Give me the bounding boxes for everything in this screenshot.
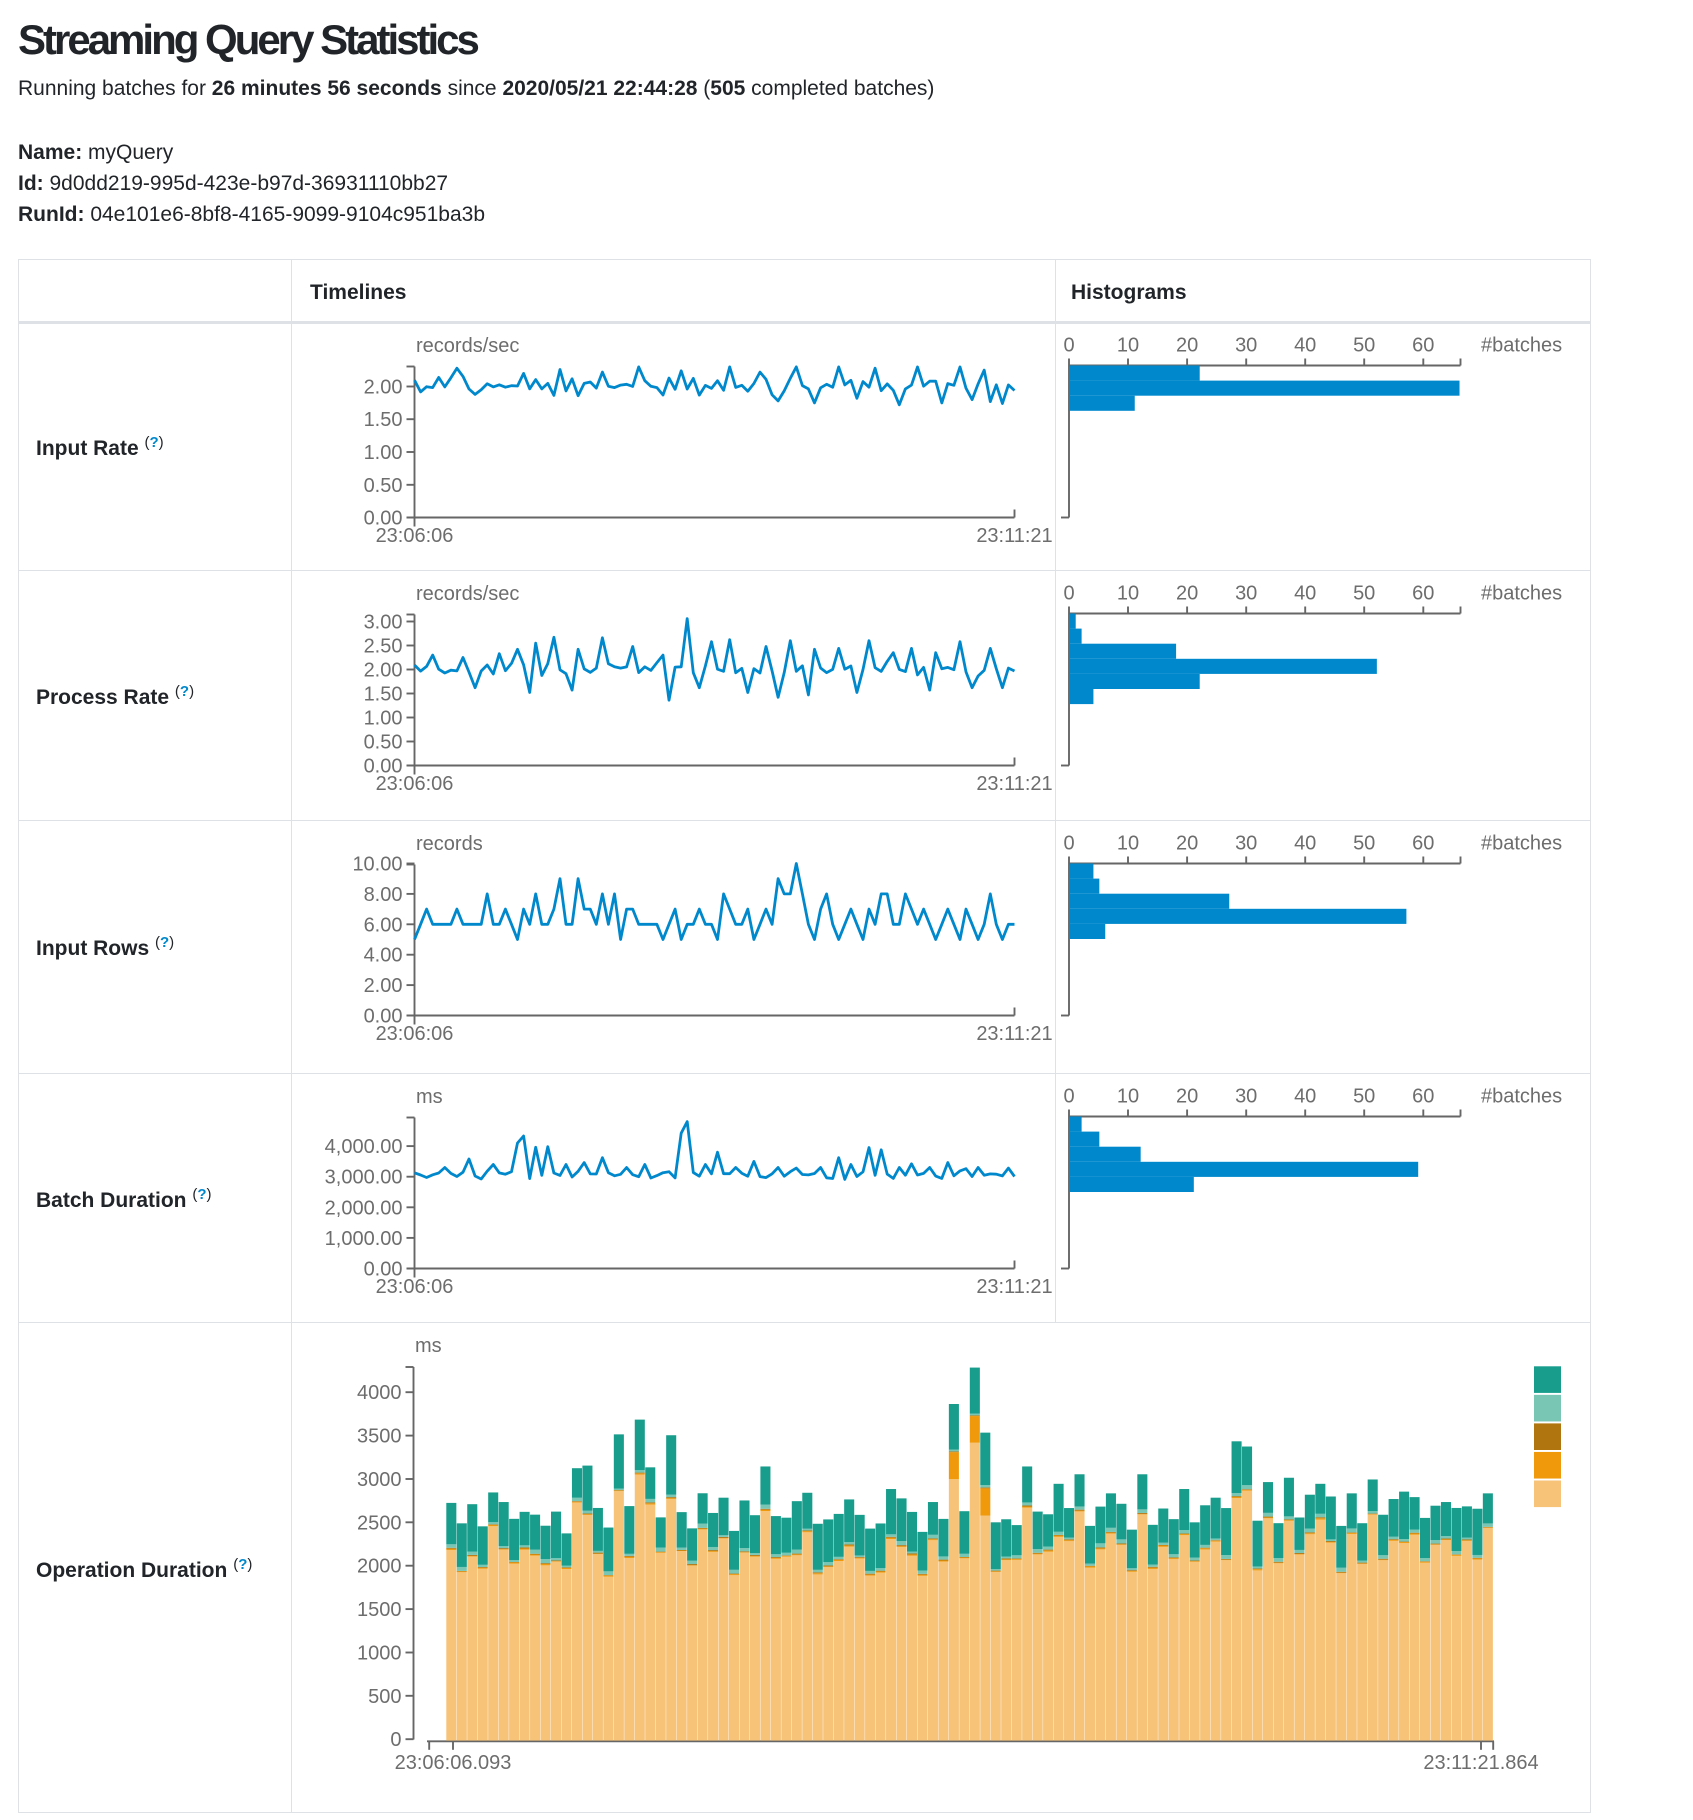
svg-text:2500: 2500 xyxy=(357,1512,402,1534)
svg-text:60: 60 xyxy=(1412,1086,1434,1108)
svg-text:0.00: 0.00 xyxy=(364,508,403,530)
svg-text:0: 0 xyxy=(390,1729,401,1751)
svg-text:0: 0 xyxy=(1063,335,1074,357)
svg-text:23:11:21: 23:11:21 xyxy=(976,1023,1052,1045)
svg-text:10.00: 10.00 xyxy=(352,854,402,876)
svg-text:#batches: #batches xyxy=(1481,335,1562,357)
svg-text:0: 0 xyxy=(1063,833,1074,855)
svg-text:3000: 3000 xyxy=(357,1469,402,1491)
svg-text:#batches: #batches xyxy=(1481,1086,1562,1108)
svg-text:40: 40 xyxy=(1294,1086,1316,1108)
svg-text:0: 0 xyxy=(1063,583,1074,605)
svg-text:ms: ms xyxy=(415,1335,442,1357)
svg-text:50: 50 xyxy=(1353,335,1375,357)
svg-text:1.50: 1.50 xyxy=(364,684,403,706)
svg-text:23:06:06: 23:06:06 xyxy=(376,1023,454,1045)
svg-text:20: 20 xyxy=(1176,335,1198,357)
svg-text:6.00: 6.00 xyxy=(364,914,403,936)
svg-text:30: 30 xyxy=(1235,833,1257,855)
svg-text:23:06:06: 23:06:06 xyxy=(376,1276,454,1298)
svg-text:ms: ms xyxy=(416,1086,443,1108)
svg-text:50: 50 xyxy=(1353,583,1375,605)
svg-text:#batches: #batches xyxy=(1481,583,1562,605)
svg-text:50: 50 xyxy=(1353,833,1375,855)
svg-text:records: records xyxy=(416,833,483,855)
svg-text:50: 50 xyxy=(1353,1086,1375,1108)
svg-text:0.00: 0.00 xyxy=(364,756,403,778)
svg-text:23:11:21: 23:11:21 xyxy=(976,1276,1052,1298)
svg-text:10: 10 xyxy=(1117,583,1139,605)
svg-text:3500: 3500 xyxy=(357,1426,402,1448)
svg-text:40: 40 xyxy=(1294,583,1316,605)
svg-text:3.00: 3.00 xyxy=(364,612,403,634)
svg-text:10: 10 xyxy=(1117,335,1139,357)
svg-text:0.50: 0.50 xyxy=(364,475,403,497)
svg-text:20: 20 xyxy=(1176,1086,1198,1108)
svg-text:10: 10 xyxy=(1117,1086,1139,1108)
svg-text:2.00: 2.00 xyxy=(364,377,403,399)
svg-text:60: 60 xyxy=(1412,583,1434,605)
svg-text:30: 30 xyxy=(1235,1086,1257,1108)
svg-text:#batches: #batches xyxy=(1481,833,1562,855)
svg-text:20: 20 xyxy=(1176,833,1198,855)
svg-text:30: 30 xyxy=(1235,335,1257,357)
svg-text:4000: 4000 xyxy=(357,1382,402,1404)
svg-text:1.50: 1.50 xyxy=(364,409,403,431)
svg-text:500: 500 xyxy=(368,1686,401,1708)
svg-text:2.00: 2.00 xyxy=(364,975,403,997)
svg-text:60: 60 xyxy=(1412,335,1434,357)
svg-text:3,000.00: 3,000.00 xyxy=(325,1167,403,1189)
svg-text:40: 40 xyxy=(1294,335,1316,357)
svg-text:23:06:06: 23:06:06 xyxy=(376,525,454,547)
svg-text:records/sec: records/sec xyxy=(416,335,519,357)
svg-text:1.00: 1.00 xyxy=(364,442,403,464)
svg-text:2000: 2000 xyxy=(357,1556,402,1578)
svg-text:60: 60 xyxy=(1412,833,1434,855)
svg-text:23:11:21.864: 23:11:21.864 xyxy=(1423,1752,1538,1774)
svg-text:0.00: 0.00 xyxy=(364,1006,403,1028)
svg-text:10: 10 xyxy=(1117,833,1139,855)
svg-text:4,000.00: 4,000.00 xyxy=(325,1136,403,1158)
svg-text:1,000.00: 1,000.00 xyxy=(325,1228,403,1250)
svg-text:records/sec: records/sec xyxy=(416,583,519,605)
svg-text:1500: 1500 xyxy=(357,1599,402,1621)
svg-text:20: 20 xyxy=(1176,583,1198,605)
svg-text:23:06:06.093: 23:06:06.093 xyxy=(395,1752,512,1774)
svg-text:4.00: 4.00 xyxy=(364,945,403,967)
svg-text:0.00: 0.00 xyxy=(364,1259,403,1281)
svg-text:2.50: 2.50 xyxy=(364,636,403,658)
svg-text:2.00: 2.00 xyxy=(364,660,403,682)
svg-text:1.00: 1.00 xyxy=(364,708,403,730)
svg-text:23:11:21: 23:11:21 xyxy=(976,525,1052,547)
svg-text:8.00: 8.00 xyxy=(364,884,403,906)
svg-text:30: 30 xyxy=(1235,583,1257,605)
svg-text:0.50: 0.50 xyxy=(364,732,403,754)
svg-text:23:06:06: 23:06:06 xyxy=(376,773,454,795)
svg-text:23:11:21: 23:11:21 xyxy=(976,773,1052,795)
svg-text:0: 0 xyxy=(1063,1086,1074,1108)
svg-text:40: 40 xyxy=(1294,833,1316,855)
svg-text:1000: 1000 xyxy=(357,1643,402,1665)
svg-text:2,000.00: 2,000.00 xyxy=(325,1197,403,1219)
